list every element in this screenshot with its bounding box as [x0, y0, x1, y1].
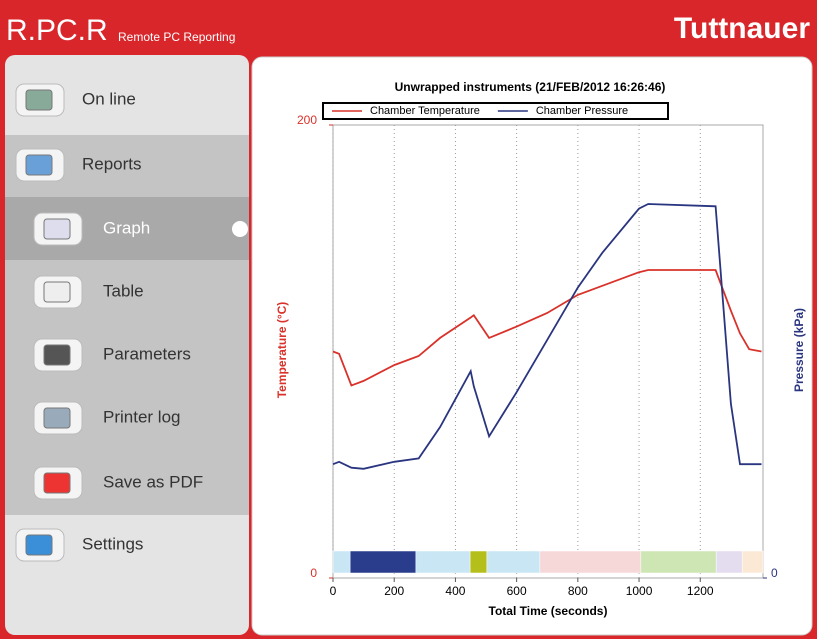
- logo-subtitle: Remote PC Reporting: [118, 30, 235, 44]
- phase-segment: [640, 550, 717, 574]
- y-axis-label: Temperature (°C): [275, 302, 289, 399]
- chart-title: Unwrapped instruments (21/FEB/2012 16:26…: [395, 80, 666, 94]
- phase-segment: [486, 550, 541, 574]
- x-tick-label: 1200: [687, 584, 714, 598]
- phase-segment: [349, 550, 417, 574]
- menu-item[interactable]: Table: [103, 281, 144, 300]
- x-tick-label: 1000: [626, 584, 653, 598]
- menu-icon-glyph: [43, 407, 71, 429]
- selection-marker: [232, 221, 248, 237]
- menu-item[interactable]: On line: [82, 89, 136, 108]
- menu-icon-glyph: [43, 472, 71, 494]
- legend-box: [322, 102, 669, 120]
- menu-icon-glyph: [43, 344, 71, 366]
- reports-group: [5, 135, 249, 515]
- y-tick-label: 200: [297, 113, 317, 127]
- menu-icon-glyph: [25, 534, 53, 556]
- legend-label: Chamber Pressure: [536, 105, 628, 117]
- content-panel: [251, 56, 813, 636]
- phase-segment: [539, 550, 642, 574]
- y-tick-label: 0: [310, 566, 317, 580]
- menu-icon-glyph: [43, 218, 71, 240]
- x-tick-label: 400: [445, 584, 465, 598]
- phase-segment: [415, 550, 471, 574]
- y2-axis-label: Pressure (kPa): [792, 308, 806, 392]
- menu-item[interactable]: Printer log: [103, 407, 180, 426]
- menu-item[interactable]: Settings: [82, 534, 143, 553]
- series-line: [332, 203, 762, 470]
- phase-segment: [741, 550, 764, 574]
- x-axis-label: Total Time (seconds): [489, 604, 608, 618]
- legend-label: Chamber Temperature: [370, 105, 480, 117]
- series-line: [332, 269, 762, 387]
- y2-tick-label: 0: [771, 566, 778, 580]
- menu-icon-glyph: [25, 89, 53, 111]
- x-tick-label: 800: [568, 584, 588, 598]
- x-tick-label: 600: [507, 584, 527, 598]
- x-tick-label: 200: [384, 584, 404, 598]
- logo: R.PC.R: [6, 14, 108, 47]
- phase-segment: [332, 550, 351, 574]
- menu-item[interactable]: Reports: [82, 154, 142, 173]
- phase-segment: [469, 550, 488, 574]
- brand: Tuttnauer: [674, 12, 810, 45]
- menu-item[interactable]: Save as PDF: [103, 472, 203, 491]
- menu-item[interactable]: Parameters: [103, 344, 191, 363]
- menu-item[interactable]: Graph: [103, 218, 150, 237]
- menu-icon-glyph: [25, 154, 53, 176]
- phase-segment: [715, 550, 743, 574]
- x-tick-label: 0: [330, 584, 337, 598]
- menu-icon-glyph: [43, 281, 71, 303]
